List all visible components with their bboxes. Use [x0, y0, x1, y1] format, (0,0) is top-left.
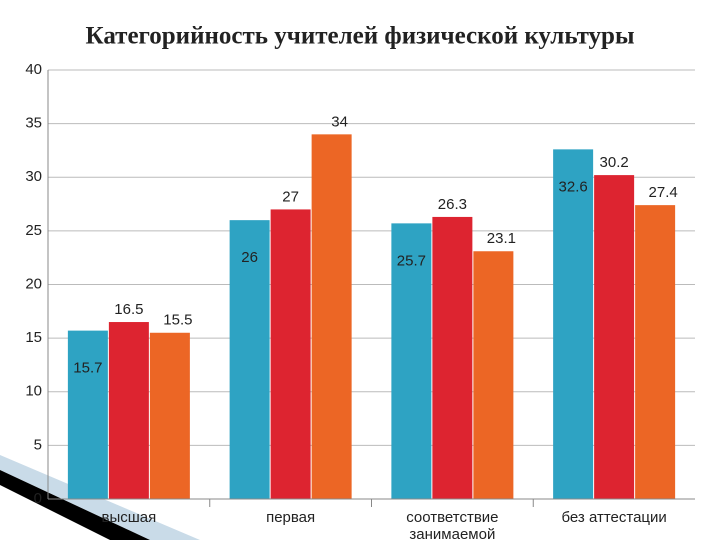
y-tick-label: 25: [25, 222, 42, 239]
bar: [432, 216, 473, 499]
bar: [270, 209, 311, 500]
value-label: 27.4: [649, 184, 678, 201]
bar: [635, 205, 676, 499]
value-label: 16.5: [114, 301, 143, 318]
y-tick-label: 20: [25, 275, 42, 292]
decoration: [0, 470, 150, 540]
value-label: 26: [241, 249, 258, 266]
bar: [311, 134, 352, 499]
value-label: 27: [282, 188, 299, 205]
y-tick-label: 40: [25, 61, 42, 78]
bar: [67, 330, 108, 499]
value-label: 32.6: [559, 178, 588, 195]
bar: [108, 322, 149, 499]
x-tick-label: высшая: [101, 509, 157, 526]
bar: [594, 175, 635, 500]
y-tick-label: 35: [25, 115, 42, 132]
y-tick-label: 0: [34, 490, 42, 507]
chart-title: Категорийность учителей физической культ…: [86, 23, 635, 50]
x-tick-label: без аттестации: [561, 509, 667, 526]
x-tick-label: соответствие занимаемой: [406, 509, 499, 543]
bar: [149, 332, 190, 499]
value-label: 26.3: [438, 196, 467, 213]
bar: [473, 251, 514, 499]
y-tick-label: 15: [25, 329, 42, 346]
x-tick-label: первая: [266, 509, 316, 526]
value-label: 25.7: [397, 252, 426, 269]
value-label: 34: [331, 113, 348, 130]
bar: [553, 149, 594, 500]
y-tick-label: 10: [25, 383, 42, 400]
value-label: 15.7: [73, 360, 102, 377]
bar: [391, 223, 432, 499]
value-label: 15.5: [163, 312, 192, 329]
y-tick-label: 5: [34, 436, 42, 453]
value-label: 30.2: [600, 154, 629, 171]
y-tick-label: 30: [25, 168, 42, 185]
bar: [229, 220, 270, 499]
value-label: 23.1: [487, 230, 516, 247]
